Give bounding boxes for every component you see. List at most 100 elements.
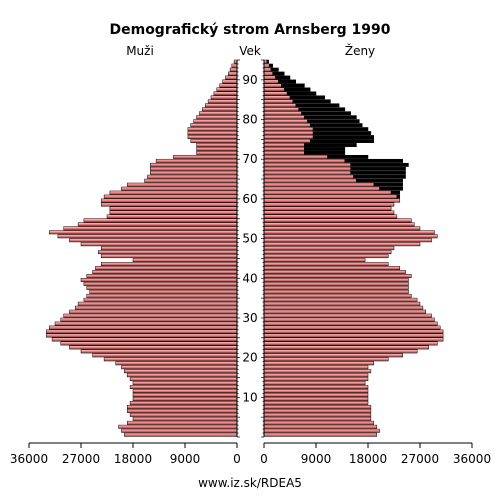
- male-bar: [213, 91, 238, 96]
- female-bar: [263, 345, 429, 350]
- female-bar: [263, 99, 294, 104]
- male-bar: [126, 408, 238, 413]
- male-bar: [109, 190, 238, 195]
- female-excess-bar: [396, 194, 401, 199]
- female-bar: [263, 270, 406, 274]
- female-bar: [263, 377, 369, 382]
- male-bar: [132, 393, 238, 397]
- female-bar: [263, 412, 372, 417]
- male-bar: [196, 143, 238, 147]
- male-bar: [155, 158, 238, 163]
- female-excess-bar: [307, 119, 360, 124]
- male-label: Muži: [126, 44, 154, 58]
- male-bar: [199, 111, 238, 116]
- female-label: Ženy: [345, 43, 375, 58]
- female-excess-bar: [356, 178, 403, 183]
- male-bar: [60, 341, 238, 346]
- female-bar: [263, 178, 357, 183]
- age-tick-label: 50: [242, 232, 257, 246]
- female-bar: [263, 139, 311, 143]
- female-bar: [263, 174, 354, 179]
- female-bar: [263, 95, 291, 100]
- female-bar: [263, 381, 366, 386]
- female-excess-bar: [304, 147, 346, 151]
- female-excess-bar: [312, 131, 372, 136]
- female-excess-bar: [304, 143, 357, 147]
- x-tick-label-right: 36000: [453, 452, 491, 466]
- male-bar: [207, 99, 238, 104]
- male-bar: [69, 238, 238, 243]
- male-bar: [132, 381, 238, 386]
- female-bar: [263, 202, 395, 207]
- female-bar: [263, 79, 279, 84]
- male-bar: [150, 170, 238, 175]
- female-excess-bar: [275, 75, 291, 80]
- female-bar: [263, 373, 369, 378]
- x-axis: 36000 27000 18000 9000 0 0 9000 18000 27000 36000: [10, 442, 491, 466]
- age-tick-label: 60: [242, 192, 257, 206]
- age-tick-label: 10: [242, 390, 257, 404]
- female-bar: [263, 111, 302, 116]
- female-bar: [263, 416, 372, 421]
- female-excess-bar: [298, 107, 346, 112]
- female-bar: [263, 154, 328, 159]
- male-bar: [132, 258, 238, 263]
- male-bar: [83, 218, 238, 223]
- female-bar: [263, 341, 438, 346]
- female-bar: [263, 158, 346, 163]
- male-bar: [126, 420, 238, 425]
- female-bar: [263, 222, 415, 227]
- female-bar: [263, 119, 308, 124]
- age-tick-label: 20: [242, 351, 257, 365]
- female-excess-bar: [278, 79, 297, 84]
- age-tick-label: 40: [242, 271, 257, 285]
- age-tick-label: 90: [242, 73, 257, 87]
- male-bar: [106, 214, 238, 219]
- female-bar: [263, 115, 305, 120]
- chart-title: Demografický strom Arnsberg 1990: [109, 22, 390, 38]
- male-bar: [103, 357, 238, 362]
- male-bar: [129, 377, 238, 382]
- female-bar: [263, 170, 351, 175]
- age-tick-label: 80: [242, 113, 257, 127]
- female-bar: [263, 329, 444, 334]
- male-bar: [46, 329, 238, 334]
- male-bar: [80, 242, 238, 247]
- female-bar: [263, 305, 424, 310]
- male-bar: [100, 198, 238, 203]
- female-excess-bar: [304, 115, 357, 120]
- female-excess-bar: [350, 162, 409, 167]
- female-excess-bar: [309, 123, 363, 128]
- male-bar: [63, 226, 238, 231]
- x-tick-label-left: 18000: [114, 452, 152, 466]
- female-excess-bar: [312, 135, 375, 140]
- female-bar: [263, 242, 421, 247]
- female-bar: [263, 401, 369, 405]
- female-bar: [263, 262, 389, 267]
- female-excess-bar: [270, 67, 279, 72]
- female-bar: [263, 131, 314, 136]
- male-bar: [92, 270, 238, 274]
- male-bar: [222, 79, 238, 84]
- male-bar: [83, 281, 238, 286]
- female-bar: [263, 408, 372, 413]
- female-bar: [263, 198, 401, 203]
- female-bar: [263, 75, 276, 80]
- male-bar: [54, 321, 238, 326]
- male-bar: [147, 174, 238, 179]
- male-bar: [48, 230, 238, 235]
- male-bar: [132, 397, 238, 401]
- female-excess-bar: [353, 174, 406, 179]
- female-bar: [263, 266, 401, 270]
- female-bar: [263, 63, 270, 68]
- female-excess-bar: [295, 103, 340, 108]
- female-bar: [263, 250, 392, 255]
- x-tick-label-left: 27000: [62, 452, 100, 466]
- male-bar: [86, 293, 238, 298]
- male-bar: [126, 405, 238, 409]
- male-bar: [124, 369, 238, 374]
- female-excess-bar: [301, 111, 351, 116]
- female-bar: [263, 420, 375, 425]
- male-bar: [150, 166, 238, 171]
- male-bar: [69, 345, 238, 350]
